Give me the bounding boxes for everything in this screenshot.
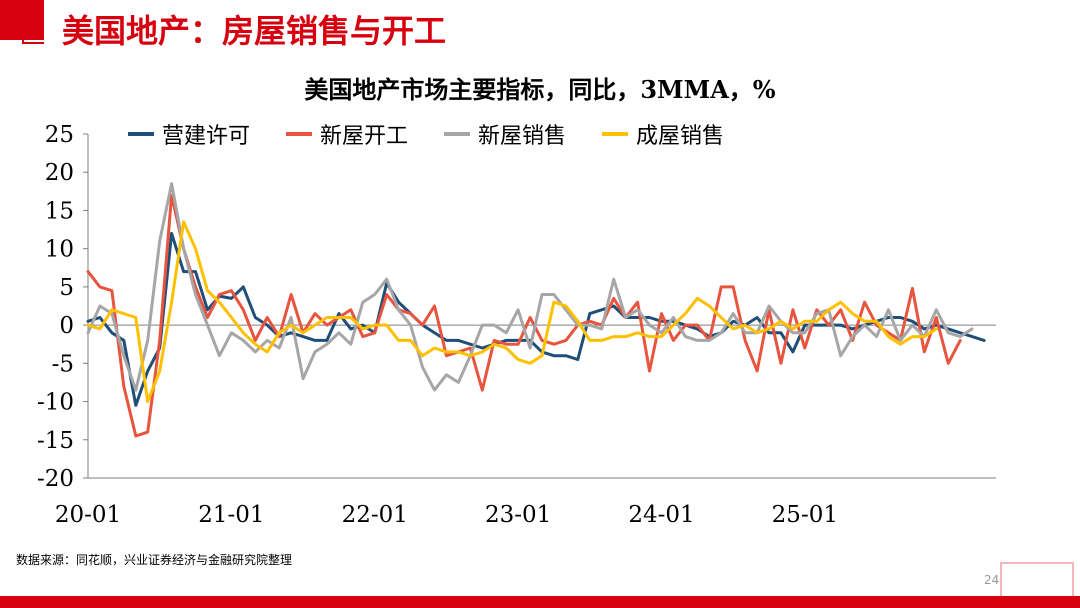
legend-item-existing-sales: 成屋销售 <box>602 118 724 150</box>
watermark-stamp <box>1000 562 1074 598</box>
x-tick-label: 22-01 <box>342 502 408 528</box>
y-tick-label: -10 <box>37 390 74 416</box>
brand-frame <box>22 22 44 44</box>
x-tick-label: 20-01 <box>55 502 121 528</box>
legend-label-new-sales: 新屋销售 <box>478 124 567 149</box>
chart-legend: 营建许可 新屋开工 新屋销售 成屋销售 <box>128 118 724 150</box>
y-tick-label: -15 <box>37 428 74 454</box>
bottom-bar <box>0 596 1080 608</box>
legend-item-new-sales: 新屋销售 <box>444 118 566 150</box>
legend-swatch-permits <box>128 132 154 136</box>
legend-swatch-starts <box>286 132 313 136</box>
legend-item-permits: 营建许可 <box>128 118 250 150</box>
y-tick-label: 25 <box>45 122 74 148</box>
x-tick-label: 23-01 <box>485 502 551 528</box>
y-tick-label: -5 <box>52 351 74 377</box>
y-tick-label: 10 <box>45 237 74 263</box>
legend-label-permits: 营建许可 <box>162 124 251 149</box>
y-tick-label: 5 <box>59 275 74 301</box>
y-tick-label: 0 <box>59 313 74 339</box>
data-source-note: 数据来源：同花顺，兴业证券经济与金融研究院整理 <box>16 553 293 567</box>
page-title: 美国地产：房屋销售与开工 <box>62 12 447 50</box>
y-tick-label: 15 <box>45 198 74 224</box>
y-tick-label: 20 <box>45 160 74 186</box>
y-tick-label: -20 <box>37 466 74 492</box>
legend-swatch-existing-sales <box>602 132 629 136</box>
legend-swatch-new-sales <box>444 132 471 136</box>
chart-title: 美国地产市场主要指标，同比，3MMA，% <box>304 75 776 104</box>
x-tick-label: 25-01 <box>772 502 838 528</box>
series-line-3 <box>86 220 938 404</box>
page-number: 24 <box>984 573 1000 587</box>
legend-label-existing-sales: 成屋销售 <box>636 124 725 149</box>
legend-item-starts: 新屋开工 <box>286 118 408 150</box>
x-tick-label: 24-01 <box>628 502 694 528</box>
x-tick-label: 21-01 <box>198 502 264 528</box>
series-line-0 <box>86 231 986 407</box>
series-line-2 <box>86 182 974 392</box>
legend-label-starts: 新屋开工 <box>320 124 409 149</box>
